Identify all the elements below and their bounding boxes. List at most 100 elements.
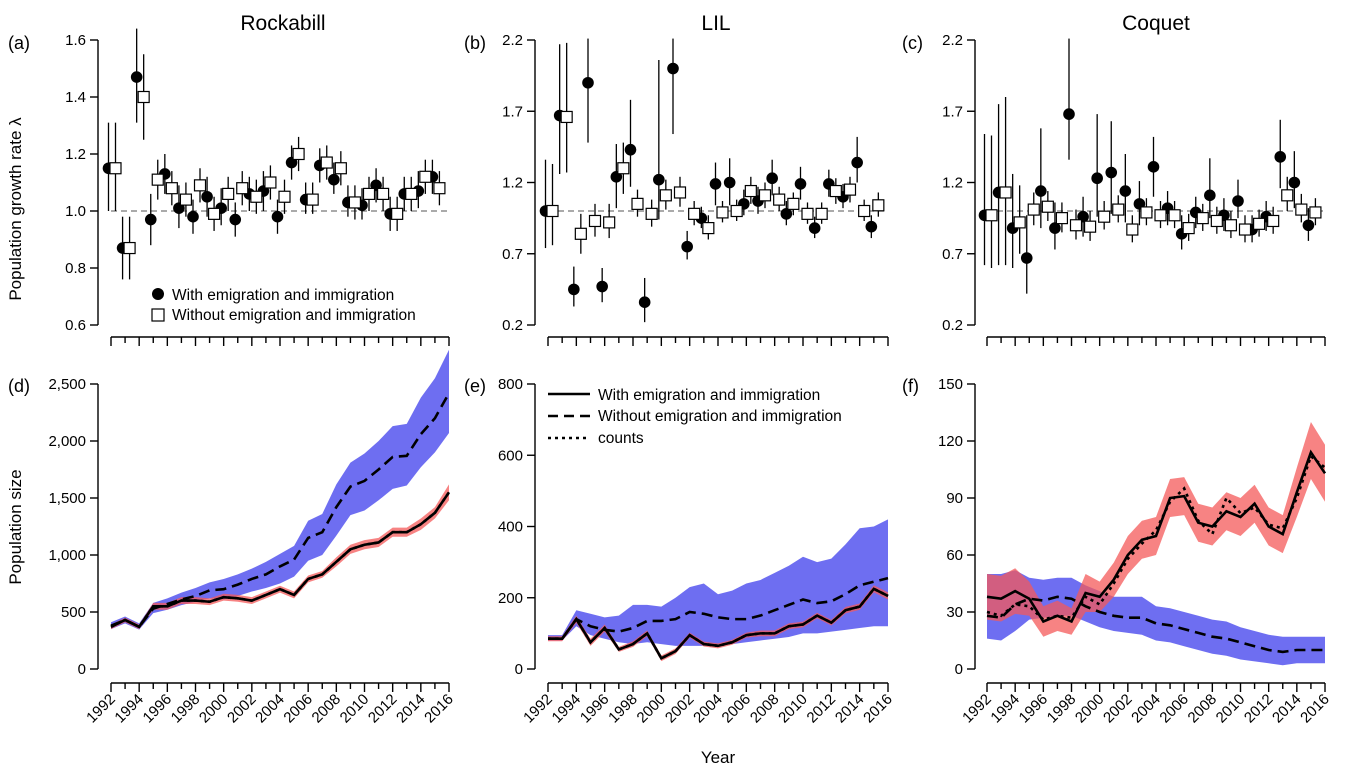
data-point-with	[851, 156, 863, 169]
data-point-without	[1168, 209, 1181, 222]
data-point-without	[702, 222, 715, 235]
data-point-without	[829, 184, 842, 198]
bottom-legend-without-label: Without emigration and immigration	[598, 408, 842, 425]
data-point-without	[1069, 219, 1083, 232]
data-point-without	[1098, 210, 1111, 223]
x-tick-label: 2000	[196, 691, 232, 727]
band-with	[548, 585, 888, 662]
panel-title-rockabill: Rockabill	[240, 12, 325, 35]
x-tick-label: 2006	[1156, 691, 1192, 727]
data-point-with	[709, 178, 722, 190]
data-point-with	[1091, 172, 1103, 185]
top-legend: With emigration and immigration Without …	[151, 287, 416, 324]
y-tick-label: 1.2	[502, 175, 523, 192]
data-point-without	[1041, 200, 1054, 213]
data-point-with	[1204, 189, 1216, 202]
y-tick-label: 1.7	[502, 103, 523, 120]
data-point-with	[130, 71, 143, 83]
data-point-without	[207, 207, 221, 220]
data-point-with	[766, 172, 778, 185]
y-tick-label: 0	[78, 661, 86, 678]
data-point-without	[1055, 212, 1069, 225]
x-tick-label: 2012	[804, 691, 840, 727]
data-point-without	[405, 187, 418, 200]
y-tick-label: 1.7	[942, 103, 963, 120]
x-tick-label: 1998	[1044, 691, 1080, 727]
data-point-with	[1035, 185, 1047, 197]
data-point-without	[306, 193, 319, 206]
data-point-without	[1112, 203, 1125, 216]
bottom-legend-counts-label: counts	[598, 430, 644, 447]
data-point-without	[773, 193, 786, 206]
panel-letter-d: (d)	[8, 376, 30, 396]
y-tick-label: 1.4	[65, 89, 86, 106]
data-point-without	[419, 170, 432, 183]
data-point-without	[617, 162, 630, 175]
panel-letter-a: (a)	[8, 33, 30, 53]
data-point-without	[334, 162, 347, 175]
data-point-with	[144, 213, 157, 226]
data-point-without	[631, 197, 644, 210]
y-tick-label: 0.2	[502, 317, 523, 334]
data-point-without	[151, 173, 164, 186]
x-tick-label: 2006	[280, 691, 316, 727]
data-point-without	[391, 207, 404, 220]
x-tick-label: 2002	[1100, 691, 1136, 727]
x-tick-label: 2016	[1297, 691, 1333, 727]
data-point-without	[1238, 223, 1252, 236]
x-tick-label: 1996	[577, 691, 613, 727]
data-point-without	[985, 209, 998, 222]
panel-plot-c: 0.2 0.7 1.2 1.7 2.2	[942, 32, 1326, 346]
y-tick-label: 500	[61, 604, 86, 621]
panel-letter-b: (b)	[464, 33, 486, 53]
y-tick-label: 2,500	[48, 376, 86, 393]
x-tick-label: 1994	[549, 691, 585, 727]
data-point-without	[1027, 203, 1040, 216]
data-point-without	[1140, 206, 1153, 219]
legend-open-square-marker	[151, 308, 165, 322]
y-tick-label: 2.2	[942, 32, 963, 49]
x-tick-label: 1992	[83, 691, 119, 727]
data-point-without	[348, 196, 362, 209]
data-point-without	[659, 189, 672, 202]
data-point-with	[328, 173, 340, 186]
data-point-with	[653, 173, 665, 186]
data-point-with	[1119, 185, 1132, 197]
data-point-without	[716, 206, 729, 219]
x-tick-label: 1998	[168, 691, 204, 727]
data-point-without	[1196, 212, 1209, 225]
data-point-without	[137, 90, 150, 104]
panel-plot-f: 0306090120150199219941996199820002002200…	[938, 376, 1333, 726]
data-point-with	[1105, 166, 1118, 179]
data-point-without	[858, 204, 871, 218]
data-point-with	[1274, 151, 1287, 163]
y-tick-label: 0.6	[65, 317, 86, 334]
data-point-with	[1049, 222, 1061, 234]
data-point-with	[201, 190, 213, 203]
data-point-with	[667, 62, 679, 75]
legend-filled-circle-marker	[152, 288, 164, 300]
data-point-without	[250, 190, 263, 203]
band-without	[987, 570, 1325, 666]
data-point-without	[688, 207, 701, 220]
y-tick-label: 60	[946, 547, 963, 564]
data-point-without	[1126, 223, 1139, 236]
x-tick-label: 2010	[775, 691, 811, 727]
data-point-without	[546, 204, 559, 218]
data-point-without	[1267, 214, 1280, 228]
data-point-without	[843, 183, 857, 196]
data-point-with	[1232, 195, 1244, 207]
y-tick-label: 1.0	[65, 203, 86, 220]
y-tick-label: 400	[498, 519, 523, 536]
data-point-with	[794, 178, 807, 190]
x-tick-label: 1996	[140, 691, 176, 727]
data-point-without	[433, 182, 446, 195]
data-point-with	[187, 210, 199, 223]
data-point-with	[229, 213, 242, 226]
y-axis-title-bottom: Population size	[6, 469, 25, 584]
data-point-with	[808, 222, 821, 234]
data-point-without	[588, 214, 602, 228]
x-tick-label: 1994	[111, 691, 147, 727]
data-point-without	[1210, 214, 1223, 228]
panel-letter-c: (c)	[902, 33, 923, 53]
